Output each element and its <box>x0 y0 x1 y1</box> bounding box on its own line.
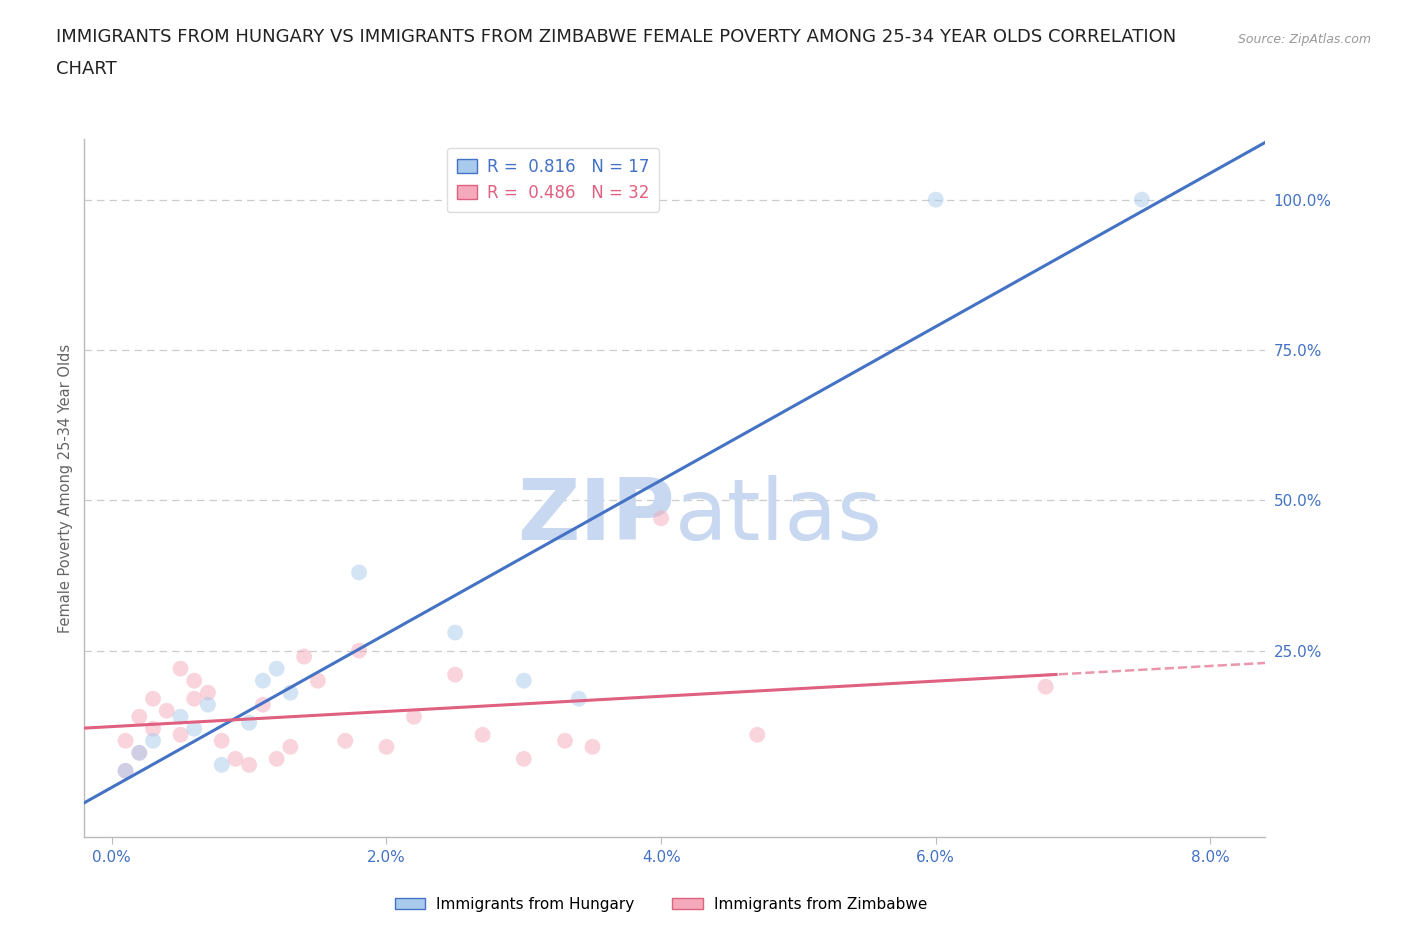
Point <box>252 673 274 688</box>
Point <box>1130 193 1153 207</box>
Text: IMMIGRANTS FROM HUNGARY VS IMMIGRANTS FROM ZIMBABWE FEMALE POVERTY AMONG 25-34 Y: IMMIGRANTS FROM HUNGARY VS IMMIGRANTS FR… <box>56 28 1177 46</box>
Point <box>114 764 136 778</box>
Point <box>128 745 150 760</box>
Legend: R =  0.816   N = 17, R =  0.486   N = 32: R = 0.816 N = 17, R = 0.486 N = 32 <box>447 148 659 212</box>
Point <box>128 745 150 760</box>
Point <box>169 661 191 676</box>
Text: atlas: atlas <box>675 474 883 558</box>
Point <box>347 644 370 658</box>
Legend: Immigrants from Hungary, Immigrants from Zimbabwe: Immigrants from Hungary, Immigrants from… <box>388 891 934 918</box>
Point <box>142 734 165 749</box>
Point <box>335 734 357 749</box>
Point <box>183 673 205 688</box>
Point <box>169 727 191 742</box>
Point <box>252 698 274 712</box>
Point <box>554 734 576 749</box>
Point <box>581 739 603 754</box>
Point <box>183 722 205 737</box>
Point <box>114 734 136 749</box>
Point <box>402 710 425 724</box>
Point <box>444 667 467 682</box>
Point <box>444 625 467 640</box>
Point <box>568 691 591 706</box>
Point <box>292 649 315 664</box>
Point <box>280 739 302 754</box>
Point <box>128 710 150 724</box>
Point <box>650 511 672 525</box>
Text: Source: ZipAtlas.com: Source: ZipAtlas.com <box>1237 33 1371 46</box>
Text: CHART: CHART <box>56 60 117 78</box>
Text: ZIP: ZIP <box>517 474 675 558</box>
Point <box>513 673 536 688</box>
Point <box>266 661 288 676</box>
Point <box>280 685 302 700</box>
Point <box>211 757 233 772</box>
Point <box>347 565 370 580</box>
Point <box>224 751 246 766</box>
Point <box>197 685 219 700</box>
Point <box>114 764 136 778</box>
Point <box>142 722 165 737</box>
Point <box>747 727 769 742</box>
Point <box>183 691 205 706</box>
Point <box>307 673 329 688</box>
Point <box>142 691 165 706</box>
Point <box>266 751 288 766</box>
Point <box>1035 679 1057 694</box>
Point <box>471 727 494 742</box>
Point <box>197 698 219 712</box>
Point <box>156 703 179 718</box>
Point <box>211 734 233 749</box>
Point <box>238 757 260 772</box>
Point <box>513 751 536 766</box>
Point <box>238 715 260 730</box>
Y-axis label: Female Poverty Among 25-34 Year Olds: Female Poverty Among 25-34 Year Olds <box>58 344 73 632</box>
Point <box>925 193 948 207</box>
Point <box>375 739 398 754</box>
Point <box>169 710 191 724</box>
